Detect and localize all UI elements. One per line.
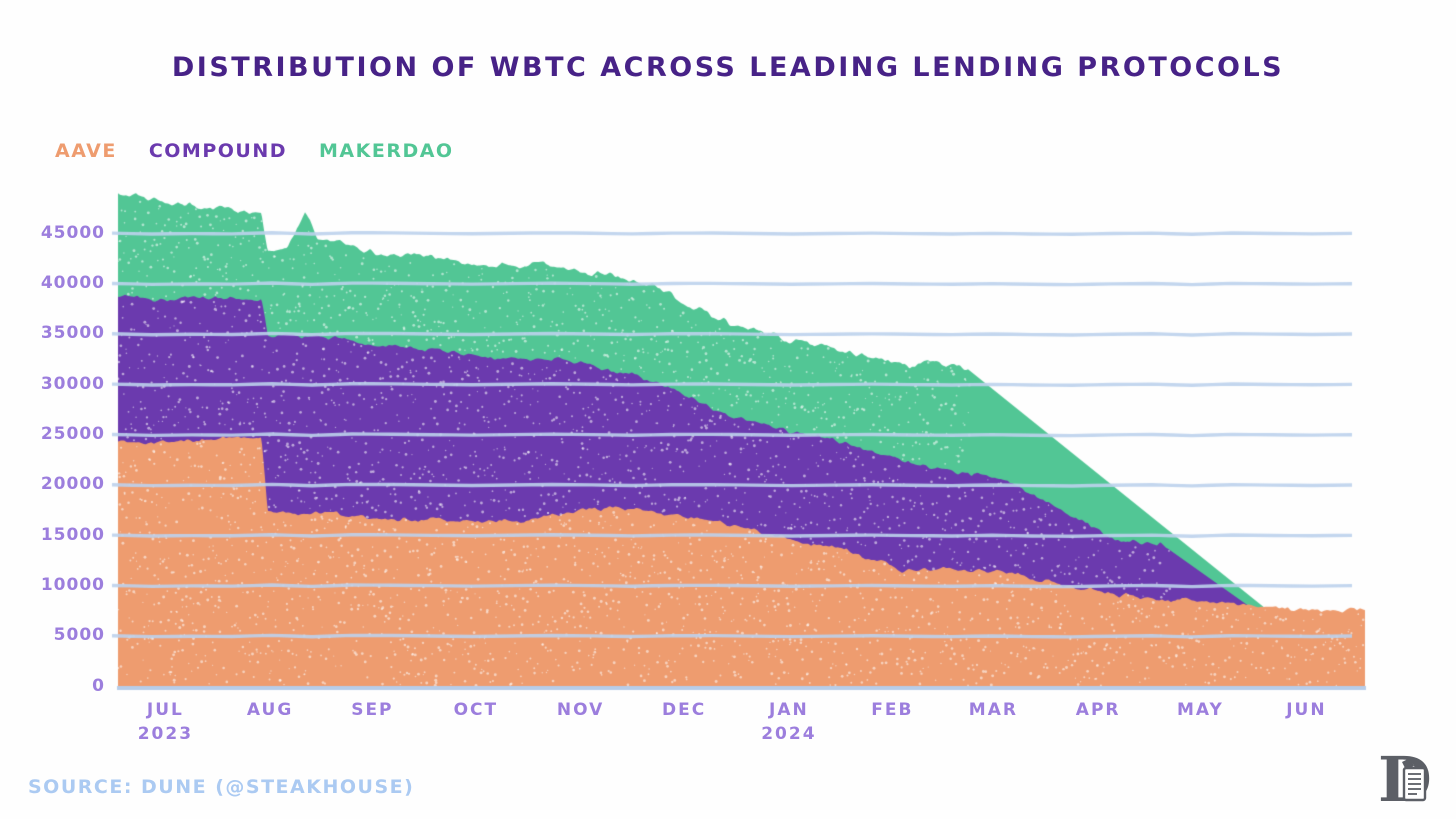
x-tick-label: APR: [1075, 700, 1121, 720]
x-tick-label: MAR: [968, 700, 1018, 720]
document-letter-d-logo: D: [1378, 748, 1432, 812]
y-tick-label: 10000: [40, 574, 105, 595]
x-tick-year-label: 2024: [761, 724, 817, 744]
logo-scroll-icon: [1402, 758, 1427, 802]
legend-item-compound: COMPOUND: [148, 140, 287, 162]
legend: AAVE COMPOUND MAKERDAO: [55, 140, 454, 162]
y-tick-label: 45000: [40, 222, 105, 243]
x-tick-year-label: 2023: [137, 724, 194, 744]
legend-item-aave: AAVE: [55, 140, 117, 162]
x-tick-label: DEC: [662, 700, 707, 720]
y-tick-label: 0: [92, 675, 105, 696]
legend-item-makerdao: MAKERDAO: [319, 140, 454, 162]
x-tick-label: JAN 2024: [744, 700, 834, 744]
source-attribution: SOURCE: DUNE (@STEAKHOUSE): [28, 776, 415, 798]
y-tick-label: 15000: [40, 524, 105, 545]
x-tick-label: SEP: [351, 700, 394, 720]
x-tick-label: OCT: [453, 700, 499, 720]
page-title: DISTRIBUTION OF WBTC ACROSS LEADING LEND…: [171, 52, 1285, 83]
x-tick-label: JUN: [1286, 700, 1327, 720]
y-tick-label: 5000: [53, 625, 105, 646]
y-tick-label: 35000: [40, 323, 105, 344]
x-tick-label: MAY: [1177, 700, 1224, 720]
x-tick-label: NOV: [556, 700, 605, 720]
x-tick-label: FEB: [871, 700, 914, 720]
x-tick-label: AUG: [246, 700, 294, 720]
y-tick-label: 40000: [40, 272, 105, 293]
x-tick-label: JUL 2023: [120, 700, 210, 744]
y-tick-label: 30000: [40, 373, 105, 394]
y-tick-label: 20000: [40, 474, 105, 495]
y-tick-label: 25000: [40, 423, 105, 444]
